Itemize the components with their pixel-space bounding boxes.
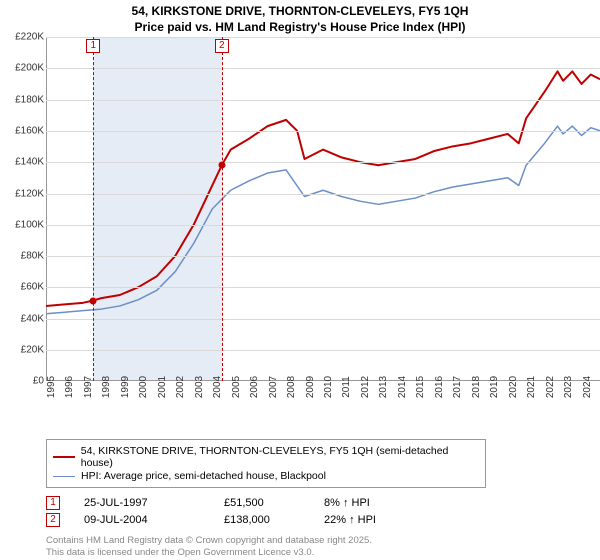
x-axis-label: 2008 <box>286 376 297 398</box>
x-axis-label: 2001 <box>157 376 168 398</box>
series-line-property <box>46 72 600 307</box>
gridline-horizontal <box>46 162 600 163</box>
chart-area: £0£20K£40K£60K£80K£100K£120K£140K£160K£1… <box>40 37 600 407</box>
y-axis-label: £120K <box>15 188 44 199</box>
gridline-horizontal <box>46 37 600 38</box>
legend-label: HPI: Average price, semi-detached house,… <box>81 470 326 482</box>
y-axis-label: £60K <box>21 282 44 293</box>
gridline-horizontal <box>46 319 600 320</box>
title-line2: Price paid vs. HM Land Registry's House … <box>8 20 592 36</box>
series-point-marker <box>218 162 225 169</box>
legend-item: 54, KIRKSTONE DRIVE, THORNTON-CLEVELEYS,… <box>53 445 479 469</box>
x-axis-label: 2000 <box>138 376 149 398</box>
series-line-hpi <box>46 126 600 314</box>
x-axis-label: 2021 <box>526 376 537 398</box>
y-axis-label: £20K <box>21 344 44 355</box>
gridline-horizontal <box>46 68 600 69</box>
y-axis-label: £0 <box>33 376 44 387</box>
x-axis-label: 2024 <box>582 376 593 398</box>
series-point-marker <box>90 297 97 304</box>
x-axis-label: 2011 <box>341 376 352 398</box>
chart-container: 54, KIRKSTONE DRIVE, THORNTON-CLEVELEYS,… <box>0 0 600 560</box>
x-axis-label: 1995 <box>46 376 57 398</box>
legend-color-swatch <box>53 456 75 458</box>
event-date: 09-JUL-2004 <box>84 514 224 526</box>
x-axis-label: 2020 <box>508 376 519 398</box>
x-axis-label: 2018 <box>471 376 482 398</box>
chart-svg <box>46 37 600 381</box>
gridline-horizontal <box>46 131 600 132</box>
legend-label: 54, KIRKSTONE DRIVE, THORNTON-CLEVELEYS,… <box>81 445 479 469</box>
x-axis-label: 2003 <box>194 376 205 398</box>
event-marker-box: 2 <box>215 39 229 53</box>
y-axis-label: £140K <box>15 157 44 168</box>
event-price: £138,000 <box>224 514 324 526</box>
x-axis-label: 2009 <box>305 376 316 398</box>
x-axis-label: 1997 <box>83 376 94 398</box>
x-axis-label: 2014 <box>397 376 408 398</box>
x-axis-label: 2023 <box>563 376 574 398</box>
y-axis-label: £100K <box>15 219 44 230</box>
y-axis-label: £40K <box>21 313 44 324</box>
x-axis-label: 2022 <box>545 376 556 398</box>
event-date: 25-JUL-1997 <box>84 497 224 509</box>
x-axis-label: 2002 <box>175 376 186 398</box>
y-axis-label: £160K <box>15 126 44 137</box>
event-price: £51,500 <box>224 497 324 509</box>
x-axis-label: 2017 <box>452 376 463 398</box>
event-marker-icon: 2 <box>46 513 60 527</box>
gridline-horizontal <box>46 100 600 101</box>
gridline-horizontal <box>46 256 600 257</box>
x-axis-label: 1998 <box>101 376 112 398</box>
event-marker-icon: 1 <box>46 496 60 510</box>
x-axis-label: 2010 <box>323 376 334 398</box>
event-marker-box: 1 <box>86 39 100 53</box>
y-axis-label: £200K <box>15 63 44 74</box>
y-axis-label: £180K <box>15 94 44 105</box>
event-vline <box>93 37 94 381</box>
x-axis-label: 2016 <box>434 376 445 398</box>
footer-line1: Contains HM Land Registry data © Crown c… <box>46 535 592 546</box>
gridline-horizontal <box>46 194 600 195</box>
x-axis-label: 2006 <box>249 376 260 398</box>
legend: 54, KIRKSTONE DRIVE, THORNTON-CLEVELEYS,… <box>46 439 486 488</box>
y-axis-label: £80K <box>21 251 44 262</box>
y-axis-label: £220K <box>15 32 44 43</box>
x-axis-label: 2012 <box>360 376 371 398</box>
legend-color-swatch <box>53 476 75 477</box>
event-row: 1 25-JUL-1997£51,5008% ↑ HPI <box>46 496 592 510</box>
x-axis-label: 2019 <box>489 376 500 398</box>
gridline-horizontal <box>46 225 600 226</box>
gridline-horizontal <box>46 287 600 288</box>
event-vline <box>222 37 223 381</box>
event-change: 22% ↑ HPI <box>324 514 444 526</box>
gridline-horizontal <box>46 350 600 351</box>
events-table: 1 25-JUL-1997£51,5008% ↑ HPI 2 09-JUL-2004£… <box>46 496 592 527</box>
x-axis-label: 2005 <box>231 376 242 398</box>
x-axis-label: 2015 <box>415 376 426 398</box>
event-row: 2 09-JUL-2004£138,00022% ↑ HPI <box>46 513 592 527</box>
x-axis-label: 2007 <box>268 376 279 398</box>
footer-line2: This data is licensed under the Open Gov… <box>46 547 592 558</box>
x-axis-label: 1999 <box>120 376 131 398</box>
chart-title: 54, KIRKSTONE DRIVE, THORNTON-CLEVELEYS,… <box>8 4 592 35</box>
event-change: 8% ↑ HPI <box>324 497 444 509</box>
x-axis-label: 2013 <box>378 376 389 398</box>
title-line1: 54, KIRKSTONE DRIVE, THORNTON-CLEVELEYS,… <box>8 4 592 20</box>
legend-item: HPI: Average price, semi-detached house,… <box>53 470 479 482</box>
footer-attribution: Contains HM Land Registry data © Crown c… <box>46 535 592 558</box>
x-axis-label: 1996 <box>64 376 75 398</box>
